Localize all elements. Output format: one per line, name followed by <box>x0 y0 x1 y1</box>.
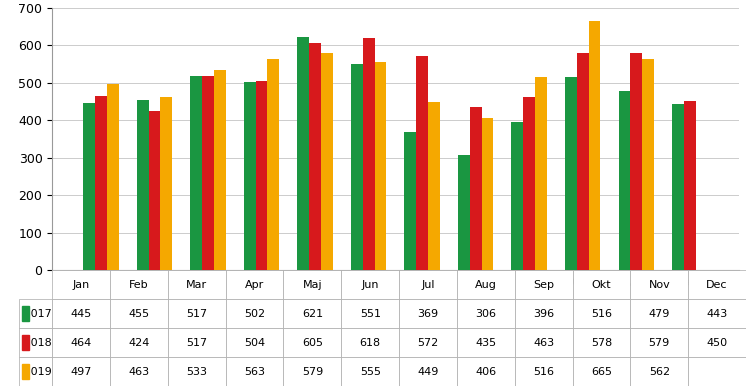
Bar <box>672 104 684 270</box>
Bar <box>202 76 214 270</box>
Bar <box>458 156 470 270</box>
Bar <box>565 77 577 270</box>
Bar <box>428 102 440 270</box>
Bar <box>481 118 493 270</box>
Bar <box>160 96 172 270</box>
Bar <box>684 102 695 270</box>
Bar <box>256 81 268 270</box>
Bar <box>351 64 363 270</box>
Bar <box>618 91 630 270</box>
Bar <box>148 111 160 270</box>
Bar <box>535 77 547 270</box>
Bar <box>190 76 202 270</box>
Bar <box>523 96 535 270</box>
Bar <box>268 59 279 270</box>
Bar <box>630 53 642 270</box>
Bar <box>84 103 95 270</box>
Bar <box>404 132 416 270</box>
Bar <box>512 122 523 270</box>
Bar <box>589 21 601 270</box>
Bar <box>137 100 148 270</box>
Bar <box>363 39 374 270</box>
Bar <box>321 53 333 270</box>
Bar <box>244 82 256 270</box>
Bar <box>416 56 428 270</box>
Bar <box>95 96 107 270</box>
Bar <box>298 37 310 270</box>
Bar <box>214 70 226 270</box>
Bar <box>107 84 119 270</box>
Bar <box>642 59 653 270</box>
Bar <box>470 107 481 270</box>
Bar <box>577 54 589 270</box>
Bar <box>374 62 386 270</box>
Bar <box>310 43 321 270</box>
